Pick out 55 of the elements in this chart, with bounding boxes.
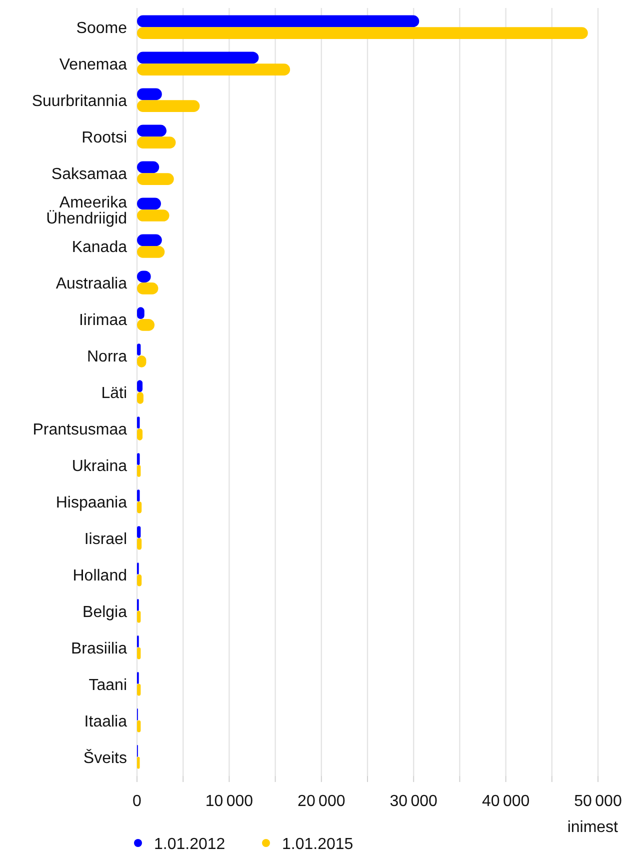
bar — [137, 501, 142, 514]
x-tick-label: 0 — [132, 793, 142, 810]
y-tick-label: Taani — [88, 676, 127, 694]
y-tick-label: Kanada — [72, 239, 128, 256]
bar — [137, 246, 165, 258]
bar — [137, 52, 259, 64]
bar — [137, 64, 290, 76]
x-axis-title: inimest — [567, 819, 619, 836]
bar — [137, 173, 174, 185]
bar — [137, 684, 141, 696]
bar — [137, 610, 141, 623]
bar — [137, 198, 161, 210]
x-tick-label: 50 000 — [574, 793, 622, 810]
bar — [137, 124, 167, 137]
x-tick-label: 20 000 — [298, 793, 346, 810]
bar — [137, 416, 140, 428]
bar — [137, 756, 140, 769]
bar — [137, 720, 141, 732]
y-tick-label: Norra — [86, 348, 128, 366]
y-tick-label: Rootsi — [82, 130, 127, 147]
y-tick-label: Venemaa — [59, 56, 128, 74]
y-tick-label: Holland — [72, 567, 127, 584]
bar — [137, 15, 420, 28]
bar — [137, 344, 141, 356]
y-tick-label: Saksamaa — [51, 166, 128, 184]
y-tick-label: Itaalia — [84, 713, 128, 730]
y-tick-label: Brasiilia — [70, 640, 128, 658]
bar — [137, 647, 141, 660]
y-tick-label: Ukraina — [72, 458, 128, 475]
x-tick-label: 30 000 — [390, 793, 438, 810]
y-tick-label: Hispaania — [56, 494, 128, 512]
bar — [137, 464, 141, 477]
legend-label: 1.01.2015 — [282, 836, 354, 852]
bar — [137, 210, 170, 222]
bar — [137, 27, 588, 40]
y-tick-label: Suurbritannia — [32, 93, 128, 110]
y-tick-label: Prantsusmaa — [32, 421, 128, 438]
bar — [137, 100, 200, 112]
y-tick-label: Ameerika Ühendriigid — [46, 194, 128, 228]
bar — [137, 136, 176, 148]
y-tick-label: Soome — [76, 20, 128, 38]
y-tick-label: Belgia — [82, 604, 128, 621]
x-tick-label: 40 000 — [482, 793, 530, 810]
bar — [137, 526, 141, 538]
legend-label: 1.01.2012 — [154, 836, 226, 852]
bar — [137, 453, 140, 465]
bar — [137, 234, 162, 246]
y-tick-label: Iirimaa — [78, 312, 128, 330]
bar — [137, 380, 143, 392]
y-tick-label: Läti — [101, 385, 127, 402]
y-tick-label: Austraalia — [56, 276, 128, 293]
y-tick-label: Šveits — [83, 748, 127, 767]
x-tick-label: 10 000 — [205, 793, 254, 810]
bar — [137, 490, 140, 502]
y-tick-label: Iisrael — [84, 530, 127, 548]
